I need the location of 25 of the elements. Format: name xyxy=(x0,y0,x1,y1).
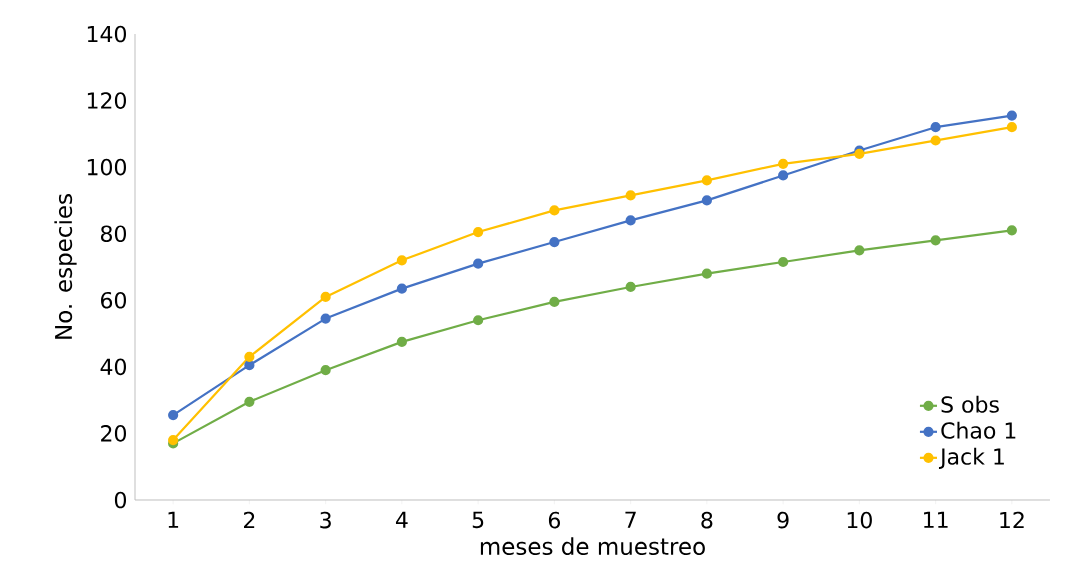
legend-label: Chao 1 xyxy=(941,421,1016,439)
x-axis-title: meses de muestreo xyxy=(480,537,705,556)
legend-label: Jack 1 xyxy=(938,447,1004,469)
x-tick-label: 5 xyxy=(472,511,484,529)
x-tick-label: 3 xyxy=(320,511,331,529)
x-tick-label: 8 xyxy=(701,511,713,529)
x-tick-label: 2 xyxy=(244,511,255,529)
x-tick-label: 1 xyxy=(168,511,179,528)
x-tick-label: 6 xyxy=(548,511,560,529)
y-tick-label: 80 xyxy=(100,225,127,243)
legend-label: S obs xyxy=(941,395,999,413)
y-tick-label: 120 xyxy=(87,92,126,109)
x-tick-label: 10 xyxy=(847,511,872,529)
x-tick-label: 9 xyxy=(777,511,789,529)
y-tick-label: 60 xyxy=(101,291,127,309)
y-tick-label: 100 xyxy=(87,158,126,176)
x-tick-label: 11 xyxy=(924,511,948,528)
y-axis-title: No. especies xyxy=(54,194,77,339)
x-tick-label: 12 xyxy=(1000,511,1024,529)
y-tick-label: 20 xyxy=(101,425,127,442)
y-tick-label: 140 xyxy=(87,25,126,43)
y-tick-label: 0 xyxy=(114,491,127,509)
y-tick-label: 40 xyxy=(100,358,127,376)
x-tick-label: 4 xyxy=(395,511,408,528)
x-tick-label: 7 xyxy=(625,511,636,528)
